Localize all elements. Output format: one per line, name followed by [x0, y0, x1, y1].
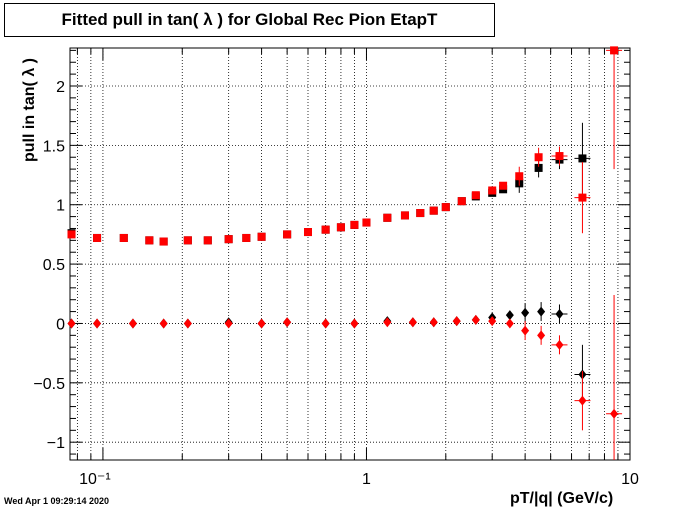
- data-point-diamond: [67, 318, 76, 329]
- data-point-diamond: [555, 339, 564, 350]
- y-tick-label: 2: [56, 79, 65, 96]
- x-tick-label: 1: [362, 471, 371, 488]
- data-point-diamond: [183, 318, 192, 329]
- data-point-diamond: [537, 330, 546, 341]
- data-point-diamond: [383, 317, 392, 328]
- data-point-square: [383, 213, 392, 222]
- data-point-square: [224, 235, 233, 244]
- data-point-square: [400, 211, 409, 220]
- data-point-square: [555, 152, 564, 161]
- data-point-square: [67, 230, 76, 239]
- data-point-square: [350, 220, 359, 229]
- data-point-square: [578, 193, 587, 202]
- data-point-square: [416, 209, 425, 218]
- data-point-square: [534, 153, 543, 162]
- y-tick-label: 0: [56, 316, 65, 333]
- data-point-diamond: [505, 310, 514, 321]
- data-point-square: [429, 206, 438, 215]
- data-point-diamond: [159, 318, 168, 329]
- data-point-diamond: [93, 318, 102, 329]
- data-point-square: [488, 186, 497, 195]
- data-point-diamond: [555, 308, 564, 319]
- data-point-square: [471, 191, 480, 200]
- data-point-diamond: [537, 306, 546, 317]
- data-point-diamond: [521, 325, 530, 336]
- y-axis-label: pull in tan( λ ): [21, 58, 38, 162]
- data-point-square: [303, 228, 312, 237]
- data-point-diamond: [350, 318, 359, 329]
- data-point-diamond: [610, 408, 619, 419]
- data-point-diamond: [321, 318, 330, 329]
- y-tick-label: 0.5: [43, 257, 65, 274]
- data-point-square: [499, 181, 508, 190]
- data-point-square: [441, 203, 450, 212]
- data-point-diamond: [128, 318, 137, 329]
- data-point-square: [242, 233, 251, 242]
- data-point-square: [534, 163, 543, 172]
- data-point-diamond: [488, 316, 497, 327]
- y-tick-label: 1: [56, 198, 65, 215]
- timestamp: Wed Apr 1 09:29:14 2020: [4, 496, 110, 506]
- data-point-square: [362, 218, 371, 227]
- plot-frame: [69, 47, 631, 461]
- data-point-diamond: [408, 317, 417, 328]
- data-point-square: [321, 225, 330, 234]
- data-point-diamond: [505, 318, 514, 329]
- data-point-square: [203, 236, 212, 245]
- data-point-diamond: [521, 307, 530, 318]
- data-point-square: [93, 233, 102, 242]
- y-tick-label: 1.5: [43, 138, 65, 155]
- data-point-diamond: [578, 395, 587, 406]
- data-point-square: [119, 233, 128, 242]
- x-tick-label: 10: [621, 471, 639, 488]
- data-point-square: [257, 232, 266, 241]
- data-point-square: [610, 46, 619, 55]
- data-point-square: [283, 230, 292, 239]
- data-point-square: [457, 197, 466, 206]
- data-point-square: [159, 237, 168, 246]
- chart-title: Fitted pull in tan( λ ) for Global Rec P…: [4, 3, 495, 37]
- data-point-diamond: [452, 316, 461, 327]
- x-axis-label: pT/|q| (GeV/c): [510, 490, 614, 507]
- data-point-square: [145, 236, 154, 245]
- data-point-diamond: [429, 317, 438, 328]
- data-point-diamond: [283, 317, 292, 328]
- y-tick-label: −1: [47, 435, 65, 452]
- data-point-diamond: [257, 318, 266, 329]
- data-point-diamond: [471, 314, 480, 325]
- y-tick-label: −0.5: [33, 376, 65, 393]
- data-point-square: [183, 236, 192, 245]
- data-point-square: [515, 172, 524, 181]
- data-point-square: [336, 223, 345, 232]
- x-tick-label: 10⁻¹: [79, 471, 111, 488]
- data-point-square: [578, 154, 587, 163]
- data-point-diamond: [224, 318, 233, 329]
